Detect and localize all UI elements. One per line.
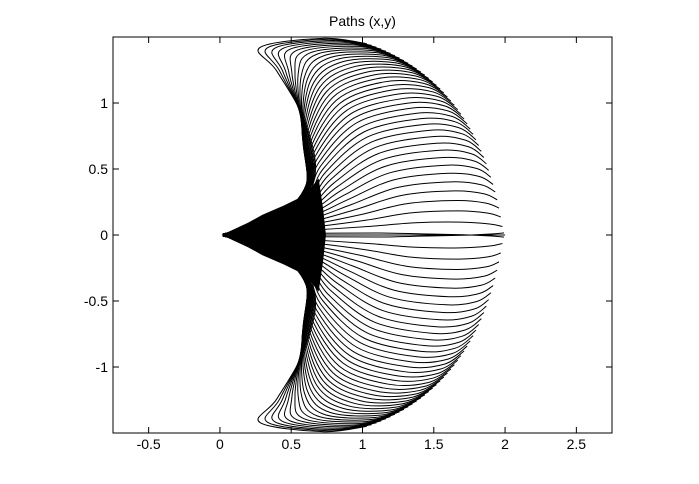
x-tick-label: 1 [358, 436, 367, 452]
x-tick-label: 2 [501, 436, 509, 452]
path-curve [222, 60, 426, 235]
y-tick-label: 0.5 [88, 161, 108, 177]
y-tick-label: -1 [95, 359, 108, 375]
path-curve [222, 76, 445, 235]
path-curve [222, 106, 468, 235]
x-tick-label: -0.5 [136, 436, 161, 452]
x-tick-label: 0.5 [281, 436, 301, 452]
y-tick-label: -0.5 [83, 293, 108, 309]
y-tick-label: 0 [100, 227, 108, 243]
path-curve [222, 235, 445, 394]
chart-title: Paths (x,y) [329, 13, 396, 29]
y-tick-label: 1 [100, 95, 108, 111]
path-curve [222, 235, 468, 364]
x-tick-label: 2.5 [566, 436, 587, 452]
x-tick-label: 1.5 [424, 436, 444, 452]
cusp-dense-region [221, 178, 326, 292]
x-tick-label: 0 [216, 436, 224, 452]
path-curve [222, 235, 426, 410]
